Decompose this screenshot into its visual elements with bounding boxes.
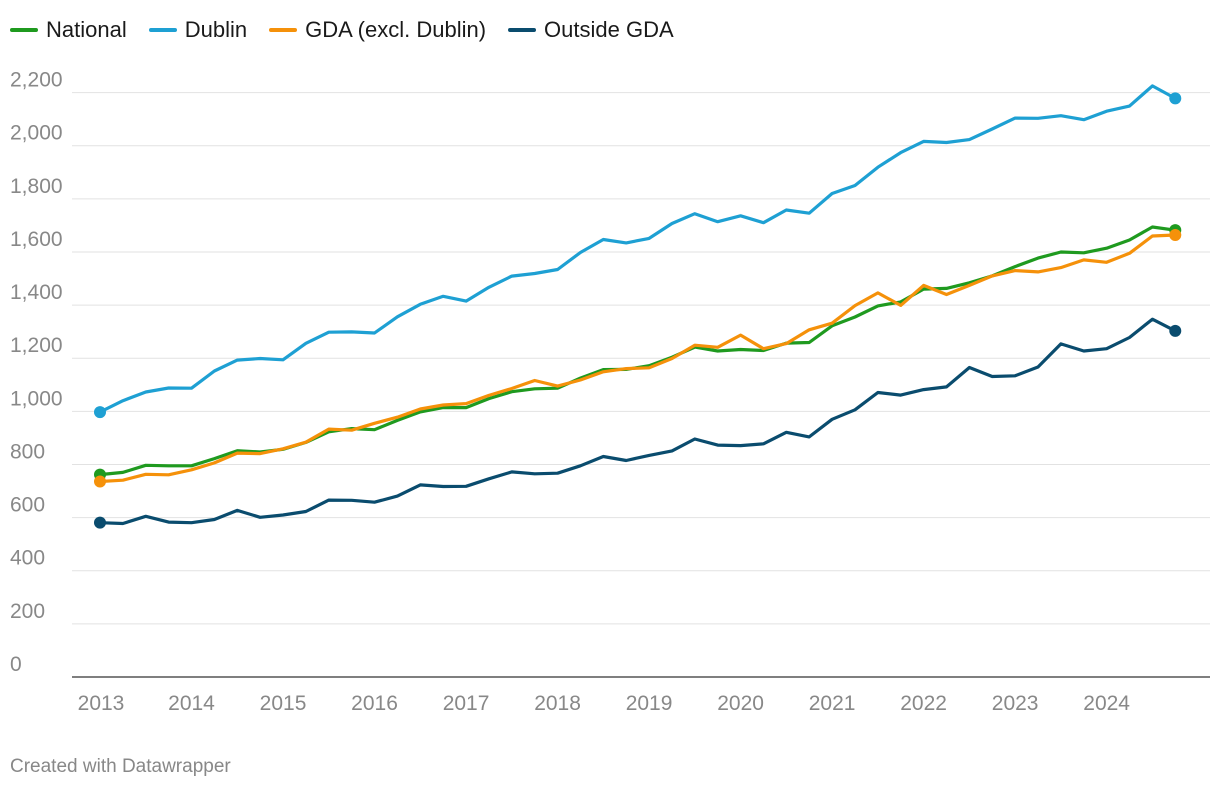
y-tick-label: 1,600: [10, 228, 63, 251]
y-tick-label: 1,400: [10, 281, 63, 304]
y-tick-label: 2,200: [10, 69, 63, 92]
legend: National Dublin GDA (excl. Dublin) Outsi…: [10, 14, 696, 46]
y-tick-label: 1,000: [10, 387, 63, 410]
legend-item-national: National: [10, 17, 127, 43]
y-tick-label: 200: [10, 600, 45, 623]
legend-label-outside-gda: Outside GDA: [544, 17, 674, 42]
series-line-dublin: [98, 84, 1177, 414]
x-tick-label: 2019: [626, 692, 673, 715]
x-tick-label: 2022: [900, 692, 947, 715]
x-tick-label: 2023: [992, 692, 1039, 715]
y-tick-label: 800: [10, 440, 45, 463]
legend-swatch-outside-gda: [508, 28, 537, 32]
y-tick-label: 1,800: [10, 175, 63, 198]
x-tick-label: 2015: [260, 692, 307, 715]
y-tick-label: 2,000: [10, 122, 63, 145]
y-tick-label: 0: [10, 653, 22, 676]
x-tick-label: 2013: [78, 692, 125, 715]
end-point-gda-excl-dublin: [1169, 228, 1182, 241]
legend-item-outside-gda: Outside GDA: [508, 17, 674, 43]
y-tick-label: 1,200: [10, 334, 63, 357]
legend-item-gda-excl-dublin: GDA (excl. Dublin): [269, 17, 486, 43]
legend-item-dublin: Dublin: [148, 17, 248, 43]
end-point-outside-gda: [1169, 324, 1182, 337]
legend-swatch-national: [10, 28, 38, 32]
x-tick-label: 2020: [717, 692, 764, 715]
footer-credit: Created with Datawrapper: [10, 756, 231, 777]
start-point-gda-excl-dublin: [94, 475, 106, 488]
x-tick-label: 2014: [168, 692, 215, 715]
y-tick-label: 600: [10, 494, 45, 517]
legend-swatch-gda-excl-dublin: [269, 28, 298, 32]
x-tick-label: 2018: [534, 692, 581, 715]
x-tick-label: 2024: [1083, 692, 1130, 715]
series-line-gda-excl-dublin: [98, 233, 1177, 484]
x-tick-label: 2017: [443, 692, 490, 715]
start-point-outside-gda: [94, 516, 106, 529]
legend-label-national: National: [46, 17, 127, 42]
start-point-dublin: [94, 406, 106, 419]
series-line-national: [98, 225, 1177, 477]
series-line-outside-gda: [98, 317, 1177, 526]
legend-label-gda-excl-dublin: GDA (excl. Dublin): [305, 17, 487, 42]
legend-swatch-dublin: [148, 28, 177, 32]
legend-label-dublin: Dublin: [184, 17, 248, 42]
y-tick-label: 400: [10, 547, 45, 570]
x-tick-label: 2016: [351, 692, 398, 715]
x-tick-label: 2021: [809, 692, 856, 715]
end-point-dublin: [1169, 92, 1182, 105]
